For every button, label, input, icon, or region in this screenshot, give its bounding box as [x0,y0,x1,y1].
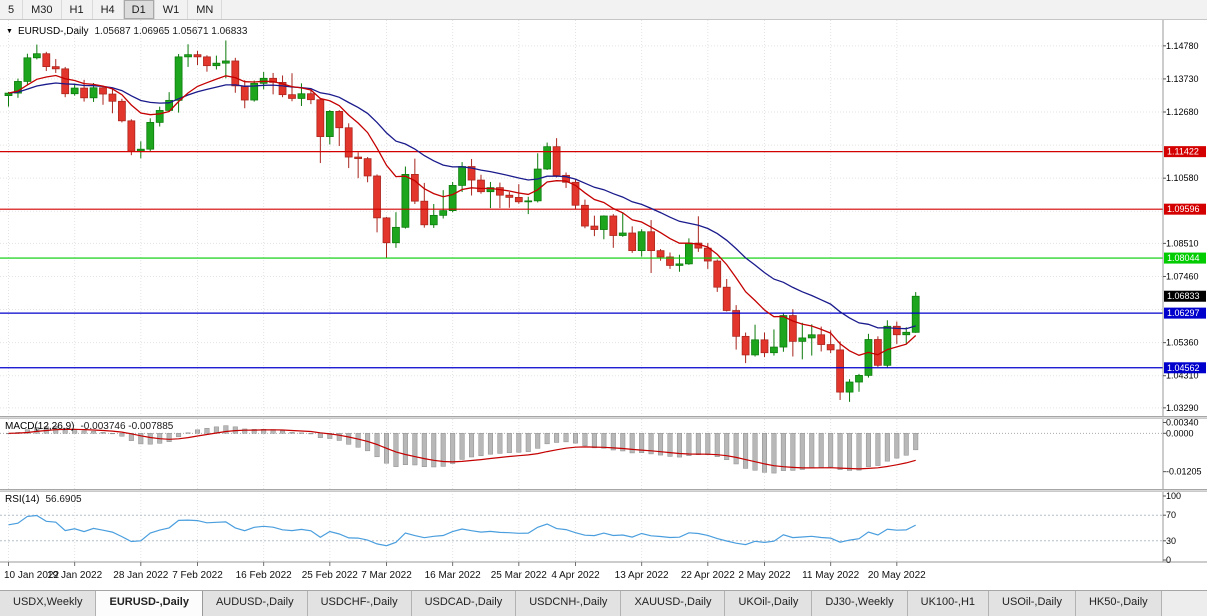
svg-text:1.04310: 1.04310 [1166,371,1199,381]
price-badge-1.06297 [1164,307,1206,319]
svg-text:19 Jan 2022: 19 Jan 2022 [47,570,102,581]
svg-text:1.13730: 1.13730 [1166,74,1199,84]
candlestick-series [4,40,920,402]
svg-text:1.09596: 1.09596 [1167,204,1200,214]
timeframe-buttons: 5 M30 H1 H4 D1 W1 MN [0,0,223,19]
svg-text:7 Feb 2022: 7 Feb 2022 [172,570,223,581]
chart-tab-ukoil-daily[interactable]: UKOil-,Daily [725,591,813,616]
svg-text:1.14780: 1.14780 [1166,41,1199,51]
pane-divider-rsi[interactable] [0,489,1207,492]
svg-text:1.06833: 1.06833 [1167,291,1200,301]
rsi-indicator-name: RSI(14) [5,494,40,505]
macd-histogram [6,425,919,474]
svg-text:22 Apr 2022: 22 Apr 2022 [681,570,735,581]
svg-text:1.10580: 1.10580 [1166,173,1199,183]
svg-text:1.03290: 1.03290 [1166,403,1199,413]
macd-pane-label: MACD(12,26,9) -0.003746 -0.007885 [5,421,173,432]
svg-text:10 Jan 2022: 10 Jan 2022 [4,570,59,581]
chart-background [0,20,1207,590]
svg-text:1.07460: 1.07460 [1166,271,1199,281]
chart-title-bar: ▼ EURUSD-,Daily 1.05687 1.06965 1.05671 1.… [6,26,247,37]
svg-text:16 Feb 2022: 16 Feb 2022 [236,570,293,581]
ma-slow-line [8,82,916,330]
timeframe-button-M30[interactable]: M30 [23,0,62,19]
chart-tab-uk100-h1[interactable]: UK100-,H1 [907,591,990,616]
timeframe-button-H4[interactable]: H4 [93,0,124,19]
svg-text:-0.01205: -0.01205 [1166,467,1202,477]
svg-text:28 Jan 2022: 28 Jan 2022 [113,570,168,581]
price-badges: 1.11422 1.09596 1.08044 1.06297 1.04562 1.068… [1164,146,1206,374]
chart-tab-xauusd-daily[interactable]: XAUUSD-,Daily [621,591,726,616]
chart-tab-usoil-daily[interactable]: USOil-,Daily [989,591,1076,616]
chart-tab-usdchf-daily[interactable]: USDCHF-,Daily [307,591,412,616]
svg-text:0.0000: 0.0000 [1166,428,1194,438]
timeframe-button-5[interactable]: 5 [0,0,24,19]
svg-text:16 Mar 2022: 16 Mar 2022 [425,570,482,581]
pane-divider-macd[interactable] [0,416,1207,419]
price-badge-1.11422 [1164,146,1206,158]
rsi-pane-label: RSI(14) 56.6905 [5,494,82,505]
svg-text:1.05360: 1.05360 [1166,338,1199,348]
chart-tab-dj30-weekly[interactable]: DJ30-,Weekly [812,591,908,616]
svg-text:25 Mar 2022: 25 Mar 2022 [491,570,548,581]
price-badge-1.08044 [1164,252,1206,264]
svg-text:13 Apr 2022: 13 Apr 2022 [615,570,669,581]
svg-text:4 Apr 2022: 4 Apr 2022 [551,570,600,581]
timeframe-button-W1[interactable]: W1 [155,0,189,19]
chart-menu-icon[interactable]: ▼ [6,28,13,35]
svg-text:1.12680: 1.12680 [1166,107,1199,117]
svg-text:2 May 2022: 2 May 2022 [738,570,791,581]
svg-text:100: 100 [1166,491,1181,501]
rsi-indicator-value: 56.6905 [45,494,82,505]
rsi-line [8,514,916,547]
svg-text:25 Feb 2022: 25 Feb 2022 [302,570,359,581]
chart-tab-usdcad-daily[interactable]: USDCAD-,Daily [411,591,517,616]
svg-text:1.08044: 1.08044 [1167,253,1200,263]
chart-tab-audusd-daily[interactable]: AUDUSD-,Daily [202,591,308,616]
chart-tab-usdx-weekly[interactable]: USDX,Weekly [0,591,97,616]
chart-tab-eurusd-daily[interactable]: EURUSD-,Daily [96,591,203,616]
macd-indicator-name: MACD(12,26,9) [5,421,75,432]
timeframe-button-H1[interactable]: H1 [62,0,93,19]
svg-text:0: 0 [1166,555,1171,565]
svg-text:1.11422: 1.11422 [1167,147,1199,157]
ma-fast-line [8,74,917,356]
svg-text:1.06297: 1.06297 [1167,308,1200,318]
svg-text:20 May 2022: 20 May 2022 [868,570,926,581]
timeframe-button-D1[interactable]: D1 [123,0,155,19]
svg-text:1.04562: 1.04562 [1167,363,1200,373]
price-badge-1.09596 [1164,203,1206,215]
price-badge-1.04562 [1164,362,1206,374]
svg-text:7 Mar 2022: 7 Mar 2022 [361,570,412,581]
chart-tabbar: USDX,Weekly EURUSD-,Daily AUDUSD-,Daily USD… [0,590,1207,616]
svg-text:70: 70 [1166,510,1176,520]
horizontal-lines [0,151,1163,369]
svg-text:11 May 2022: 11 May 2022 [802,570,860,581]
chart-tab-hk50-daily[interactable]: HK50-,Daily [1075,591,1162,616]
svg-text:1.08510: 1.08510 [1166,238,1199,248]
price-badge-current [1164,290,1206,302]
price-axis[interactable]: 1.14780 1.13730 1.12680 1.10580 1.08510 1.074… [0,20,1207,565]
svg-text:30: 30 [1166,536,1176,546]
macd-signal-line [8,428,916,470]
chart-title: EURUSD-,Daily [17,26,89,37]
macd-indicator-values: -0.003746 -0.007885 [80,421,174,432]
timeframe-toolbar: 5 M30 H1 H4 D1 W1 MN [0,0,1207,20]
gridlines [0,20,1163,562]
svg-text:0.00340: 0.00340 [1166,418,1199,428]
chart-tab-usdcnh-daily[interactable]: USDCNH-,Daily [516,591,622,616]
chart-ohlc-values: 1.05687 1.06965 1.05671 1.06833 [94,26,248,37]
timeframe-button-MN[interactable]: MN [188,0,223,19]
